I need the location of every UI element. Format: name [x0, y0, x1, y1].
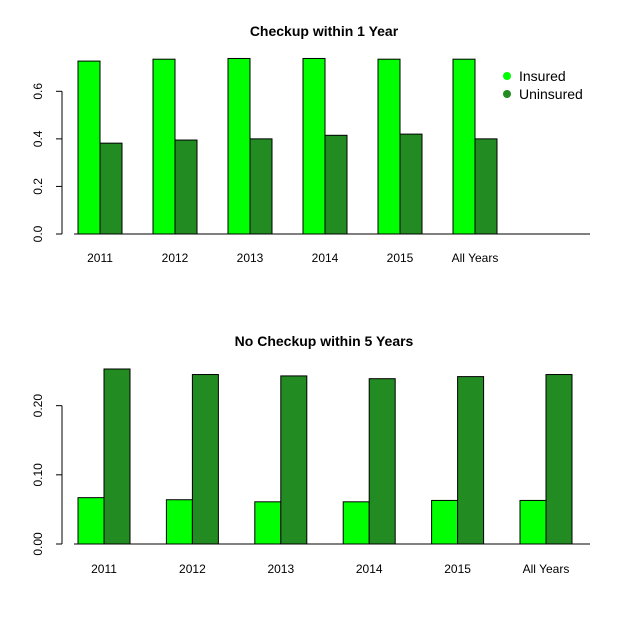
bar-uninsured-2011	[99, 142, 123, 235]
y-tick-label: 0.20	[31, 394, 45, 418]
y-tick-label: 0.0	[31, 225, 45, 242]
bar-uninsured-all-years	[474, 138, 498, 235]
y-tick-label: 0.10	[31, 463, 45, 487]
bar-uninsured-2011	[103, 368, 131, 545]
legend-marker	[503, 90, 511, 98]
chart-panel-1: Checkup within 1 Year 0.0 0.2 0.4 0.6 2011 201…	[31, 23, 590, 265]
x-tick-label: 2015	[444, 562, 471, 576]
legend: Insured Uninsured	[503, 68, 583, 102]
bar-insured-2011	[77, 60, 101, 235]
x-tick-label: 2014	[312, 251, 339, 265]
bar-insured-2014	[302, 57, 326, 235]
y-tick-label: 0.2	[31, 178, 45, 195]
bar-uninsured-2015	[457, 376, 485, 545]
legend-label: Insured	[519, 68, 566, 84]
bar-uninsured-2012	[174, 139, 198, 235]
bar-uninsured-2013	[249, 138, 273, 235]
bar-uninsured-all-years	[545, 374, 573, 545]
x-tick-label: All Years	[523, 562, 570, 576]
x-tick-label: 2014	[356, 562, 383, 576]
chart-panel-2: No Checkup within 5 Years 0.00 0.10 0.20 201…	[31, 333, 590, 576]
x-tick-label: All Years	[452, 251, 499, 265]
x-tick-label: 2015	[387, 251, 414, 265]
bar-uninsured-2015	[399, 133, 423, 235]
bar-uninsured-2012	[191, 374, 219, 545]
bar-insured-2015	[431, 499, 459, 545]
bar-insured-2015	[377, 58, 401, 235]
legend-marker	[503, 72, 511, 80]
bar-insured-2011	[77, 497, 105, 545]
chart-title: Checkup within 1 Year	[250, 23, 399, 39]
y-tick-label: 0.00	[31, 532, 45, 556]
bar-insured-2012	[165, 499, 193, 545]
bar-insured-2013	[254, 501, 282, 545]
chart-title: No Checkup within 5 Years	[235, 333, 414, 349]
bar-uninsured-2013	[280, 375, 308, 545]
x-tick-label: 2011	[87, 251, 113, 265]
bar-insured-2012	[152, 58, 176, 235]
bar-insured-all-years	[519, 499, 547, 545]
x-tick-label: 2011	[91, 562, 117, 576]
x-tick-label: 2013	[267, 562, 294, 576]
x-tick-label: 2012	[162, 251, 189, 265]
bar-uninsured-2014	[324, 134, 348, 235]
bar-insured-2013	[227, 57, 251, 235]
y-tick-label: 0.4	[31, 130, 45, 147]
bar-insured-all-years	[452, 58, 476, 235]
x-tick-label: 2013	[237, 251, 264, 265]
legend-label: Uninsured	[519, 86, 583, 102]
bar-uninsured-2014	[368, 378, 396, 545]
bar-insured-2014	[342, 501, 370, 545]
y-tick-label: 0.6	[31, 83, 45, 100]
x-tick-label: 2012	[179, 562, 206, 576]
